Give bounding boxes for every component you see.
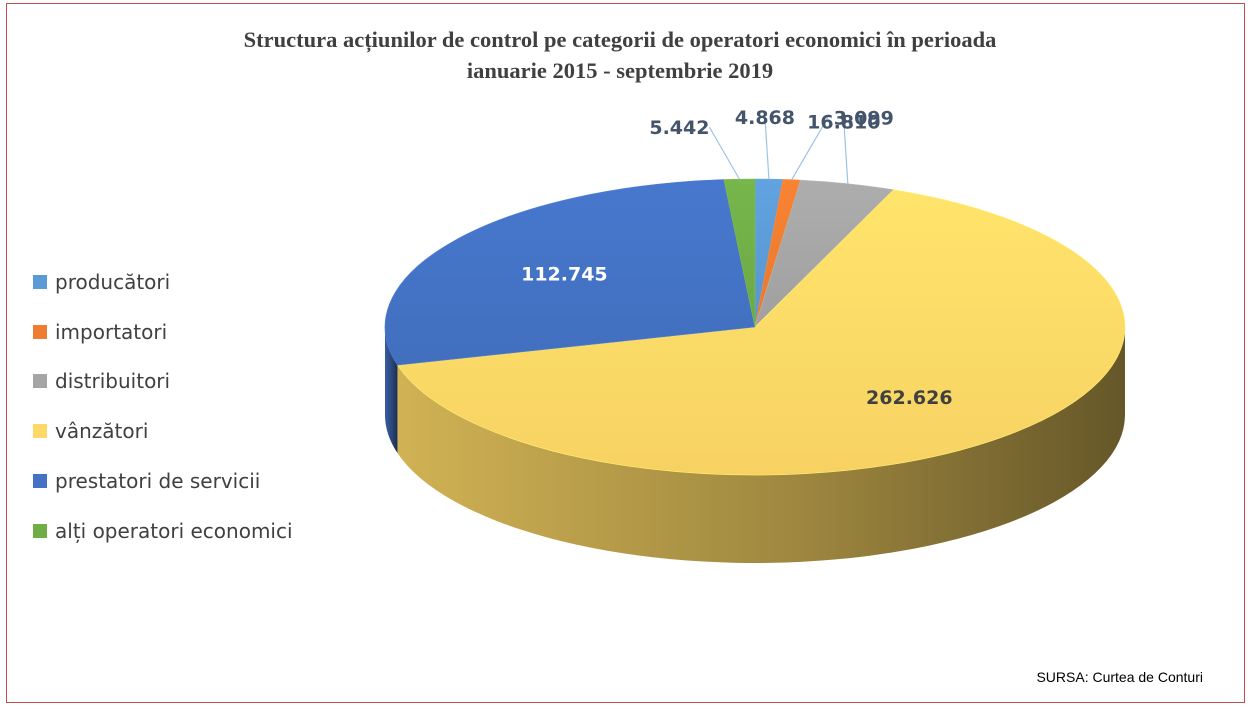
pie-slice-side-4 [385,327,398,454]
legend-swatch [33,474,47,489]
source-note: SURSA: Curtea de Conturi [1036,669,1203,685]
leader-line [791,117,829,181]
legend-swatch [33,324,47,339]
legend-swatch [33,274,47,289]
pie-slice-3 [396,189,1126,476]
leader-line [708,126,740,180]
legend-item: distribuitori [33,357,353,407]
legend-item: prestatori de servicii [33,456,353,506]
legend-label: vânzători [55,419,149,444]
data-label: 5.442 [649,117,709,139]
legend-item: alți operatori economici [33,506,353,556]
legend-item: producători [33,257,353,307]
pie-slice-4 [384,179,756,366]
data-label: 3.099 [834,108,894,130]
legend-label: distribuitori [55,369,171,394]
legend-swatch [33,374,47,389]
legend-label: importatori [55,319,168,344]
legend-swatch [33,523,47,538]
legend-label: producători [55,269,171,294]
data-label: 262.626 [866,387,953,409]
leader-line [764,117,770,180]
data-label: 112.745 [521,263,608,285]
chart-title: Structura acțiunilor de control pe categ… [0,24,1240,86]
data-label: 4.868 [735,107,795,129]
leader-line [843,121,849,184]
pie-slice-side-3 [397,327,1125,564]
chart-title-line-1: Structura acțiunilor de control pe categ… [243,27,997,52]
data-label: 16.810 [807,112,880,134]
legend-swatch [33,424,47,439]
legend-item: importatori [33,307,353,357]
pie-slice-5 [723,178,756,328]
legend-item: vânzători [33,406,353,456]
chart-title-line-2: ianuarie 2015 - septembrie 2019 [466,58,774,83]
legend-label: alți operatori economici [55,518,293,543]
legend-label: prestatori de servicii [55,469,261,494]
chart-legend: producători importatori distribuitori vânză… [33,257,353,556]
